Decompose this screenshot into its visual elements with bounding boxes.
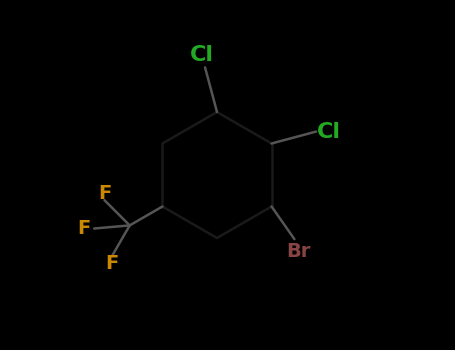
Text: Br: Br [286, 242, 310, 261]
Text: Cl: Cl [316, 121, 340, 141]
Text: F: F [98, 184, 111, 203]
Text: Cl: Cl [190, 45, 213, 65]
Text: F: F [77, 219, 90, 238]
Text: F: F [105, 254, 118, 273]
